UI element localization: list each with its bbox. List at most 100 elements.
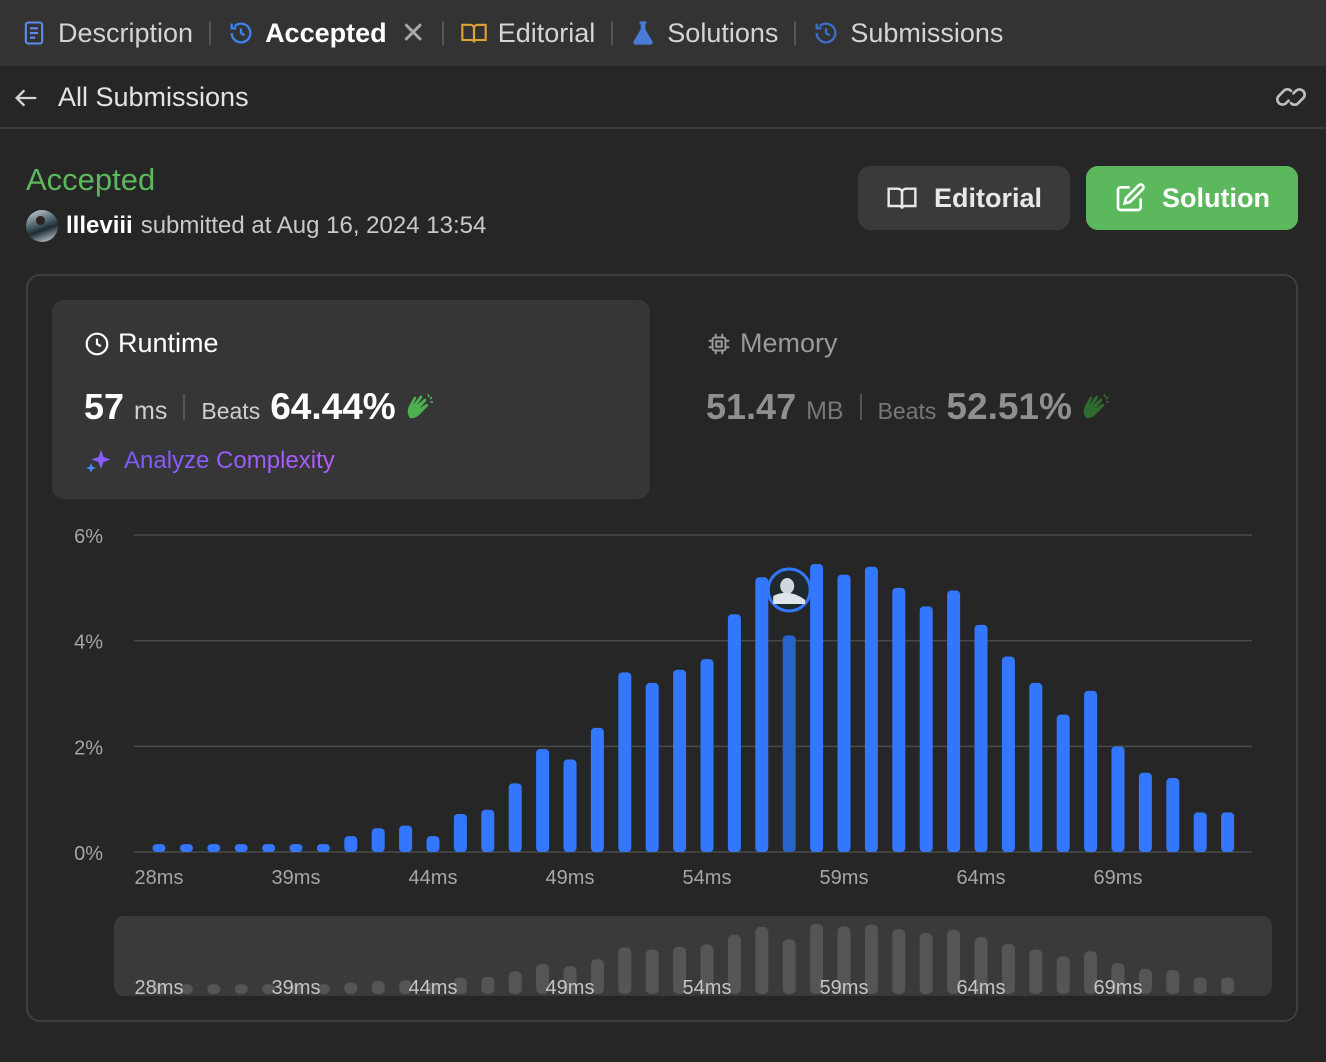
chart-bar bbox=[947, 590, 961, 852]
chart-bar bbox=[727, 614, 741, 852]
tab-label: Accepted bbox=[265, 17, 387, 48]
clapping-hands-icon bbox=[407, 393, 433, 419]
document-icon bbox=[24, 21, 44, 45]
analyze-complexity-button[interactable]: Analyze Complexity bbox=[84, 446, 335, 476]
metric-divider bbox=[859, 394, 862, 420]
chart-bar bbox=[1138, 772, 1152, 852]
chart-bar bbox=[864, 566, 878, 852]
chart-bar bbox=[508, 783, 522, 852]
chart-bar bbox=[344, 836, 358, 852]
runtime-metric: 57 ms Beats 64.44% bbox=[84, 386, 436, 428]
submission-header: All Submissions bbox=[0, 66, 1326, 129]
memory-beats-value: 52.51% bbox=[946, 386, 1072, 427]
chart-bar bbox=[1111, 746, 1125, 852]
tab-label: Submissions bbox=[850, 17, 1004, 48]
chart-bar bbox=[782, 635, 796, 852]
memory-metric: 51.47 MB Beats 52.51% bbox=[706, 386, 1112, 428]
chart-bar bbox=[481, 809, 495, 852]
flask-icon bbox=[633, 21, 653, 45]
chart-bar bbox=[1001, 656, 1015, 852]
book-icon bbox=[461, 23, 487, 43]
clock-icon bbox=[85, 332, 109, 355]
tab-divider bbox=[611, 21, 614, 45]
chart-bar bbox=[399, 825, 413, 852]
solution-button[interactable]: Solution bbox=[1086, 166, 1298, 230]
tab-bar: Description Accepted ✕ Editorial Solutio… bbox=[0, 0, 1326, 66]
chart-bar bbox=[673, 669, 687, 852]
runtime-value: 57 bbox=[84, 386, 125, 427]
chart-bar bbox=[262, 844, 276, 852]
metric-divider bbox=[183, 394, 186, 420]
tab-divider bbox=[209, 21, 212, 45]
chart-bar bbox=[563, 759, 577, 852]
runtime-title-label: Runtime bbox=[118, 328, 219, 358]
chart-bar bbox=[371, 828, 385, 852]
runtime-unit: ms bbox=[134, 397, 168, 425]
tab-solutions[interactable]: Solutions bbox=[629, 0, 778, 66]
tab-divider bbox=[441, 21, 444, 45]
chart-bar bbox=[1193, 812, 1207, 852]
chart-bar bbox=[919, 606, 933, 852]
chart-bar bbox=[974, 624, 988, 852]
chart-bar bbox=[700, 659, 714, 852]
memory-value: 51.47 bbox=[706, 386, 797, 427]
submission-status: Accepted bbox=[26, 162, 156, 197]
username-link[interactable]: llleviii bbox=[66, 212, 133, 239]
memory-beats-label: Beats bbox=[877, 398, 937, 424]
chart-bar bbox=[316, 844, 330, 852]
performance-panel bbox=[26, 274, 1298, 1022]
analyze-complexity-label: Analyze Complexity bbox=[124, 447, 335, 474]
chart-bar bbox=[810, 564, 824, 852]
history-icon bbox=[815, 22, 837, 44]
tab-divider bbox=[794, 21, 797, 45]
memory-title-label: Memory bbox=[740, 328, 838, 358]
chart-bar bbox=[426, 836, 440, 852]
avatar[interactable] bbox=[26, 210, 58, 242]
chart-bar bbox=[1221, 812, 1235, 852]
chart-bar bbox=[837, 574, 851, 852]
chart-bar bbox=[1029, 682, 1043, 852]
history-icon bbox=[230, 22, 252, 44]
runtime-beats-label: Beats bbox=[201, 398, 261, 424]
tab-label: Description bbox=[58, 17, 194, 48]
chart-bar bbox=[892, 587, 906, 852]
chart-bar bbox=[645, 682, 659, 852]
tab-accepted[interactable]: Accepted ✕ bbox=[227, 0, 426, 66]
tab-label: Solutions bbox=[667, 17, 779, 48]
edit-icon bbox=[1116, 183, 1145, 212]
submitted-time: submitted at Aug 16, 2024 13:54 bbox=[140, 212, 487, 239]
chart-bar bbox=[453, 813, 467, 852]
chart-bar bbox=[1084, 690, 1098, 852]
chart-bar bbox=[234, 844, 248, 852]
book-icon bbox=[887, 187, 917, 209]
back-arrow-icon[interactable] bbox=[12, 84, 40, 112]
editorial-button[interactable]: Editorial bbox=[858, 166, 1070, 230]
clapping-hands-icon bbox=[1083, 393, 1109, 419]
chart-bar bbox=[755, 577, 769, 852]
chart-bar bbox=[536, 748, 550, 852]
chart-bar bbox=[1056, 714, 1070, 852]
chart-bar bbox=[1166, 778, 1180, 852]
runtime-beats-value: 64.44% bbox=[270, 386, 396, 427]
chart-bar bbox=[618, 672, 632, 852]
chart-bar bbox=[590, 727, 604, 852]
all-submissions-link[interactable]: All Submissions bbox=[58, 82, 249, 112]
chart-bar bbox=[152, 844, 166, 852]
editorial-button-label: Editorial bbox=[933, 182, 1042, 213]
chip-icon bbox=[708, 333, 730, 354]
memory-unit: MB bbox=[806, 397, 844, 425]
sparkle-icon bbox=[86, 450, 111, 473]
runtime-card[interactable] bbox=[52, 300, 650, 499]
chart-range-brush[interactable] bbox=[114, 916, 1272, 996]
close-icon[interactable]: ✕ bbox=[400, 16, 426, 50]
link-icon[interactable] bbox=[1274, 82, 1308, 112]
runtime-title: Runtime bbox=[84, 328, 219, 359]
chart-bar bbox=[179, 844, 193, 852]
chart-bar bbox=[289, 844, 303, 852]
tab-description[interactable]: Description bbox=[20, 0, 193, 66]
tab-submissions[interactable]: Submissions bbox=[812, 0, 1003, 66]
solution-button-label: Solution bbox=[1162, 182, 1270, 213]
memory-title[interactable]: Memory bbox=[706, 328, 838, 359]
tab-editorial[interactable]: Editorial bbox=[460, 0, 595, 66]
submission-meta: llleviii submitted at Aug 16, 2024 13:54 bbox=[66, 212, 486, 240]
